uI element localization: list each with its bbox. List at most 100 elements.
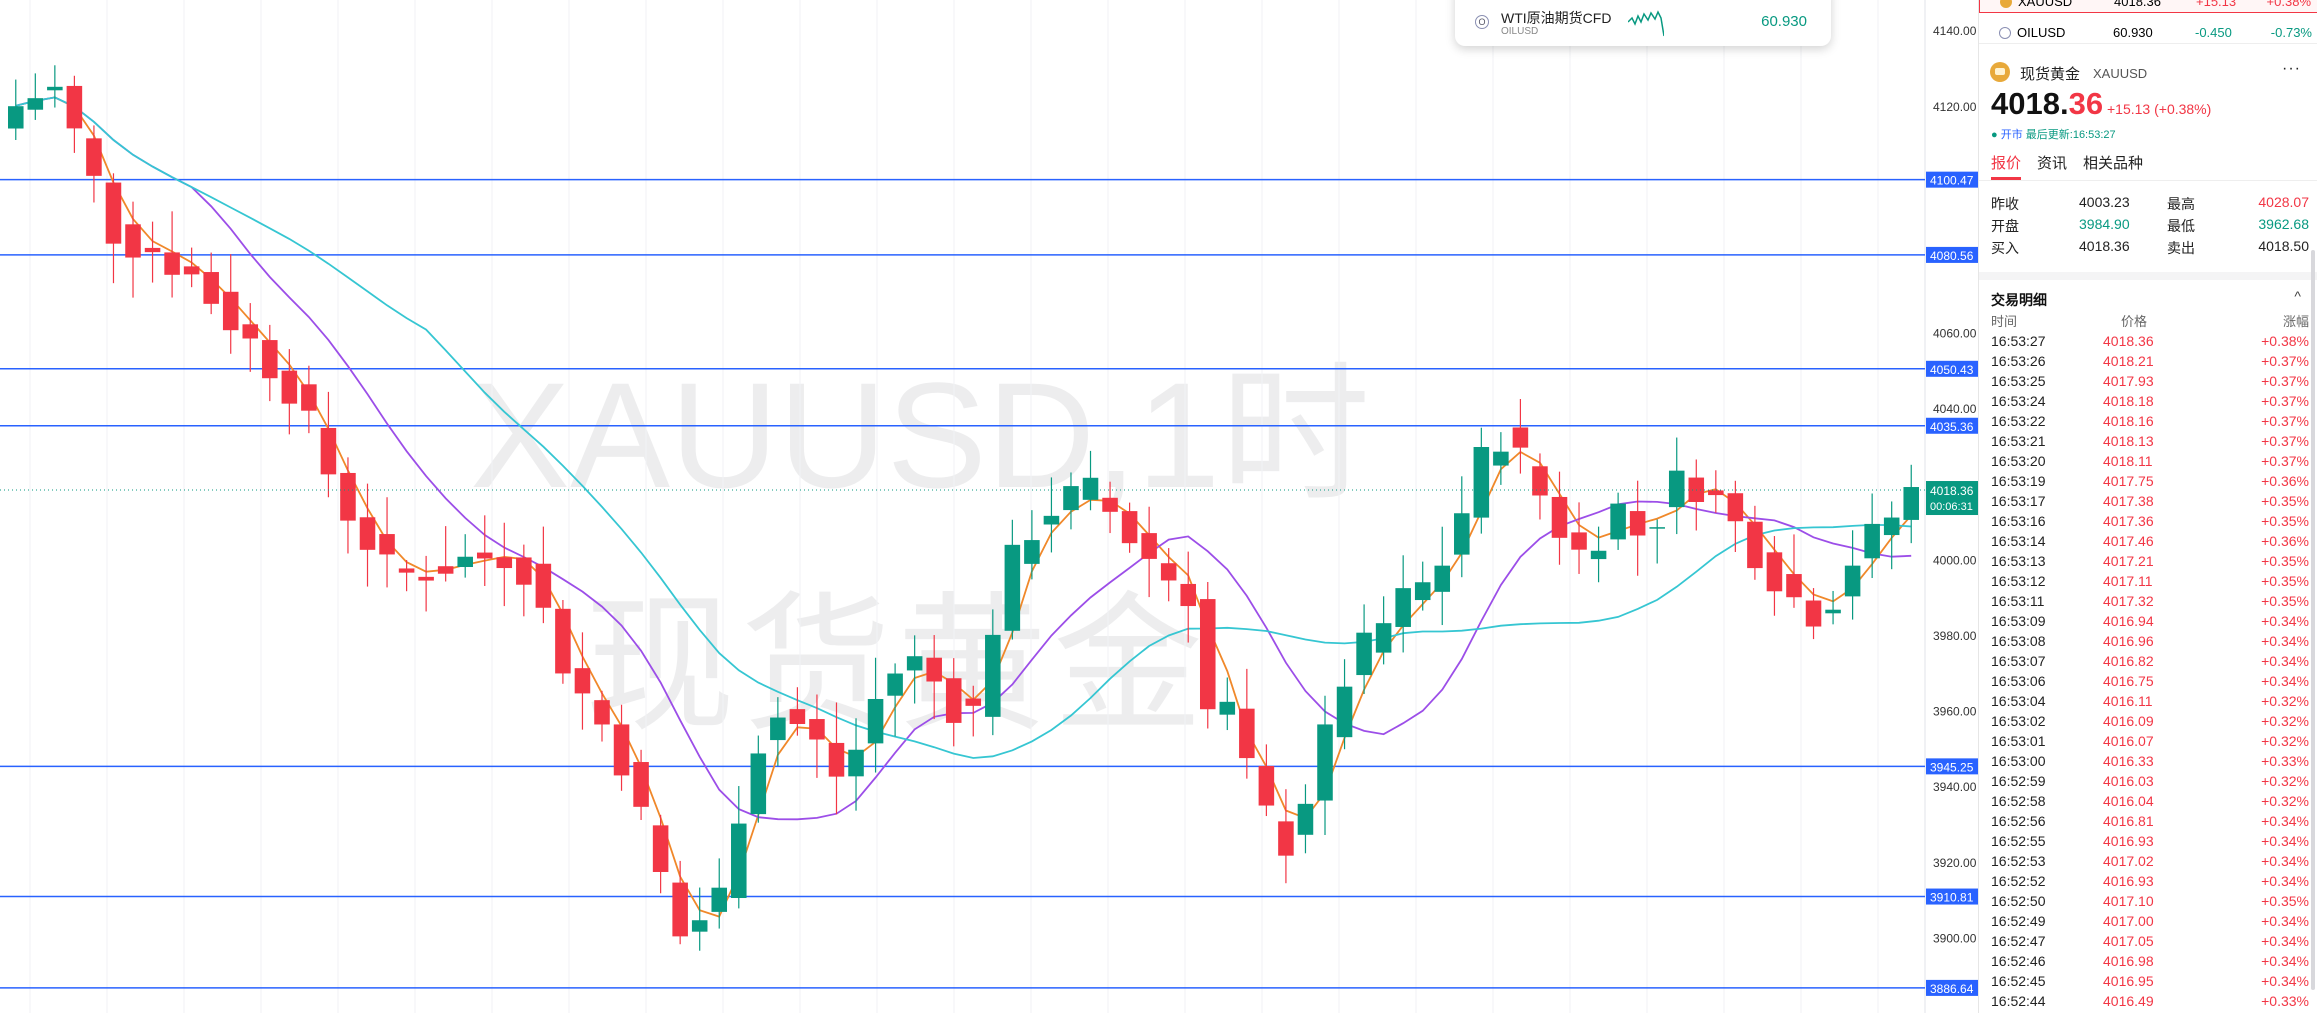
candle-body bbox=[1414, 582, 1431, 601]
trade-change: +0.38% bbox=[2261, 333, 2309, 349]
quote-value: 3962.68 bbox=[2258, 216, 2309, 232]
popup-row-oil[interactable]: O WTI原油期货CFD OILUSD 60.930 bbox=[1455, 0, 1831, 46]
level-price-label: 4080.56 bbox=[1930, 249, 1974, 263]
quote-row: 买入 4018.36 卖出 4018.50 bbox=[1991, 236, 2309, 258]
trade-time: 16:52:44 bbox=[1991, 993, 2046, 1009]
trade-time: 16:53:20 bbox=[1991, 453, 2046, 469]
last-price-tag bbox=[1926, 481, 1978, 516]
trade-price: 4018.16 bbox=[2103, 413, 2154, 429]
candle-body bbox=[1043, 515, 1060, 525]
watchlist-row-oilusd[interactable]: OILUSD 60.930 -0.450 -0.73% bbox=[1979, 22, 2317, 44]
trade-price: 4016.96 bbox=[2103, 633, 2154, 649]
quote-label: 卖出 bbox=[2167, 240, 2195, 256]
trade-row: 16:53:12 4017.11 +0.35% bbox=[1991, 573, 2309, 593]
level-price-label: 3945.25 bbox=[1930, 760, 1974, 774]
trade-price: 4018.36 bbox=[2103, 333, 2154, 349]
trade-row: 16:53:27 4018.36 +0.38% bbox=[1991, 333, 2309, 353]
level-price-label: 3886.64 bbox=[1930, 982, 1974, 996]
watchlist-change: -0.450 bbox=[2195, 25, 2232, 40]
trade-time: 16:53:08 bbox=[1991, 633, 2046, 649]
candle-body bbox=[340, 472, 356, 521]
quote-label: 昨收 bbox=[1991, 196, 2019, 212]
trade-change: +0.34% bbox=[2261, 833, 2309, 849]
last-price: 4018.36 bbox=[1991, 86, 2103, 122]
trade-time: 16:53:13 bbox=[1991, 553, 2046, 569]
quote-value: 4018.36 bbox=[2079, 238, 2130, 254]
trade-change: +0.34% bbox=[2261, 673, 2309, 689]
watchlist-popup[interactable]: O WTI原油期货CFD OILUSD 60.930 bbox=[1455, 0, 1831, 46]
section-divider bbox=[1979, 272, 2317, 280]
candle-body bbox=[945, 678, 962, 723]
trade-change: +0.37% bbox=[2261, 453, 2309, 469]
quote-label: 最低 bbox=[2167, 218, 2195, 234]
ma-fast-line bbox=[15, 96, 1912, 918]
watchlist-row-xauusd[interactable]: XAUUSD 4018.36 +15.13 +0.38% bbox=[1979, 0, 2317, 13]
trade-price: 4016.11 bbox=[2103, 693, 2153, 709]
popup-item-code: OILUSD bbox=[1501, 26, 1539, 37]
trade-change: +0.32% bbox=[2261, 773, 2309, 789]
candle-body bbox=[1668, 470, 1685, 508]
chart-canvas[interactable]: 3900.00 3920.00 3940.00 3960.00 3980.00 4000.… bbox=[0, 0, 1978, 1013]
trade-change: +0.33% bbox=[2261, 993, 2309, 1009]
trade-time: 16:53:27 bbox=[1991, 333, 2046, 349]
quote-label: 开盘 bbox=[1991, 218, 2019, 234]
candle-body bbox=[1082, 477, 1099, 500]
candle-body bbox=[1493, 451, 1509, 466]
candle-body bbox=[144, 247, 161, 253]
price-chart[interactable]: XAUUSD,1时 现货黄金 3900.00 3920.00 3940.00 3960… bbox=[0, 0, 1978, 1013]
trade-change: +0.37% bbox=[2261, 413, 2309, 429]
trade-row: 16:53:17 4017.38 +0.35% bbox=[1991, 493, 2309, 513]
trade-time: 16:52:53 bbox=[1991, 853, 2046, 869]
trade-time: 16:53:24 bbox=[1991, 393, 2046, 409]
candle-body bbox=[789, 709, 806, 725]
candle-body bbox=[476, 552, 493, 559]
level-price-tag bbox=[1926, 171, 1978, 188]
trade-change: +0.34% bbox=[2261, 913, 2309, 929]
trade-change: +0.35% bbox=[2261, 593, 2309, 609]
level-price-tag bbox=[1926, 246, 1978, 263]
tab-related[interactable]: 相关品种 bbox=[2083, 155, 2144, 172]
candle-body bbox=[1747, 521, 1763, 569]
candle-body bbox=[633, 762, 649, 807]
quote-label: 最高 bbox=[2167, 196, 2195, 212]
candle-body bbox=[1063, 486, 1079, 511]
candle-body bbox=[1786, 574, 1802, 598]
candle-body bbox=[222, 291, 239, 331]
trade-time: 16:53:11 bbox=[1991, 593, 2045, 609]
popup-item-name: WTI原油期货CFD bbox=[1501, 10, 1612, 26]
candle-body bbox=[711, 887, 728, 912]
trade-row: 16:53:11 4017.32 +0.35% bbox=[1991, 593, 2309, 613]
candle-body bbox=[1297, 803, 1314, 835]
level-price-tag bbox=[1926, 888, 1978, 905]
collapse-caret-icon[interactable]: ^ bbox=[2294, 288, 2301, 304]
trade-price: 4017.10 bbox=[2103, 893, 2154, 909]
trade-row: 16:53:25 4017.93 +0.37% bbox=[1991, 373, 2309, 393]
trade-price: 4017.46 bbox=[2103, 533, 2154, 549]
trade-time: 16:52:52 bbox=[1991, 873, 2046, 889]
candle-body bbox=[1903, 487, 1919, 520]
trade-price: 4016.94 bbox=[2103, 613, 2154, 629]
watchlist-symbol: OILUSD bbox=[2017, 25, 2066, 40]
symbol-name: 现货黄金 bbox=[2020, 66, 2081, 83]
trade-price: 4016.82 bbox=[2103, 653, 2154, 669]
scrollbar[interactable] bbox=[2311, 250, 2315, 990]
trade-price: 4016.07 bbox=[2103, 733, 2154, 749]
quote-value: 4003.23 bbox=[2079, 194, 2130, 210]
candle-body bbox=[1825, 609, 1841, 614]
tab-active-indicator bbox=[1991, 177, 2021, 180]
candle-body bbox=[594, 700, 610, 725]
more-options-icon[interactable]: ··· bbox=[2282, 60, 2301, 77]
oil-icon bbox=[1999, 27, 2011, 39]
tab-news[interactable]: 资讯 bbox=[2037, 155, 2068, 172]
trade-change: +0.34% bbox=[2261, 933, 2309, 949]
trade-time: 16:53:02 bbox=[1991, 713, 2046, 729]
candle-body bbox=[496, 557, 513, 569]
candle-body bbox=[1590, 550, 1607, 560]
candle-body bbox=[574, 668, 591, 694]
candle-body bbox=[613, 724, 630, 776]
trade-time: 16:53:26 bbox=[1991, 353, 2046, 369]
trade-row: 16:53:22 4018.16 +0.37% bbox=[1991, 413, 2309, 433]
candle-body bbox=[457, 556, 473, 568]
tab-quote[interactable]: 报价 bbox=[1991, 155, 2022, 172]
trade-price: 4016.03 bbox=[2103, 773, 2154, 789]
